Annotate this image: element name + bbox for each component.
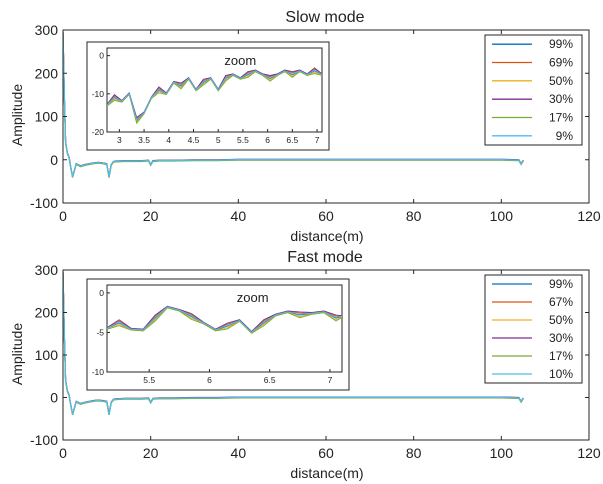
inset-x-tick-label: 4 (166, 135, 171, 145)
inset-series-line (107, 305, 342, 333)
chart-title: Slow mode (285, 9, 364, 26)
legend-label: 50% (549, 313, 573, 327)
inset-x-tick-label: 6.5 (264, 375, 276, 385)
inset-series-line (107, 71, 322, 125)
x-tick-label: 0 (59, 208, 67, 224)
inset-series-line (107, 307, 342, 334)
x-tick-label: 20 (143, 445, 159, 461)
x-tick-label: 60 (318, 208, 334, 224)
x-tick-label: 120 (577, 445, 601, 461)
x-tick-label: 100 (490, 208, 514, 224)
zoom-inset: 3 3.5 4 4.5 5 5.5 6 6.5 7 0 -10 -20 zoom (86, 41, 330, 151)
inset-label: zoom (237, 290, 269, 305)
x-tick-label: 80 (406, 208, 422, 224)
inset-y-tick-label: -5 (96, 327, 104, 337)
inset-label: zoom (224, 53, 256, 68)
series-line-6 (63, 31, 524, 178)
y-tick-label: 200 (35, 305, 59, 321)
inset-x-tick-label: 6 (265, 135, 270, 145)
zoom-inset: 5.5 6 6.5 7 0 -5 -10 zoom (86, 278, 350, 391)
inset-series-line (107, 69, 322, 121)
y-axis-label: Amplitude (9, 84, 25, 146)
legend-label: 30% (549, 331, 573, 345)
x-tick-label: 80 (406, 445, 422, 461)
legend-label: 9% (556, 129, 574, 143)
inset-x-tick-label: 5.5 (143, 375, 155, 385)
x-tick-label: 40 (231, 208, 247, 224)
legend: 99% 69% 50% 30% 17% 9% (484, 34, 583, 146)
inset-x-tick-label: 5.5 (237, 135, 249, 145)
legend-label: 17% (549, 349, 573, 363)
x-axis-label: distance(m) (290, 228, 363, 244)
inset-x-tick-label: 3.5 (138, 135, 150, 145)
legend: 99% 67% 50% 30% 17% 10% (484, 274, 583, 384)
x-tick-label: 100 (490, 445, 514, 461)
y-tick-label: 300 (35, 262, 59, 278)
inset-x-tick-label: 6 (207, 375, 212, 385)
legend-label: 69% (549, 56, 573, 70)
x-tick-label: 0 (59, 445, 67, 461)
legend-label: 99% (549, 37, 573, 51)
y-tick-label: 0 (50, 390, 58, 406)
series-lines (63, 31, 524, 178)
x-tick-label: 120 (577, 208, 601, 224)
inset-y-tick-label: -10 (92, 89, 105, 99)
x-tick-label: 40 (231, 445, 247, 461)
legend-label: 10% (549, 367, 573, 381)
y-tick-label: 100 (35, 109, 59, 125)
inset-y-tick-label: -10 (92, 367, 105, 377)
inset-y-tick-label: 0 (99, 288, 104, 298)
inset-series-lines (107, 305, 342, 334)
inset-series-line (107, 306, 342, 333)
y-tick-label: 300 (35, 22, 59, 38)
inset-series-line (107, 307, 342, 334)
x-tick-label: 60 (318, 445, 334, 461)
legend-label: 17% (549, 111, 573, 125)
legend-box (484, 274, 583, 384)
inset-x-tick-label: 4.5 (188, 135, 200, 145)
fast-mode-chart: Fast mode Amplitude distance(m) 0 20 40 60 8… (9, 249, 601, 481)
inset-x-tick-label: 3 (117, 135, 122, 145)
y-tick-label: 200 (35, 65, 59, 81)
inset-x-tick-label: 6.5 (286, 135, 298, 145)
y-tick-label: 0 (50, 152, 58, 168)
inset-x-tick-label: 5 (216, 135, 221, 145)
slow-mode-chart: Slow mode Amplitude distance(m) 0 20 40 60 8… (9, 9, 601, 244)
inset-y-tick-label: 0 (99, 51, 104, 61)
legend-label: 50% (549, 74, 573, 88)
y-axis-label: Amplitude (9, 323, 25, 385)
legend-label: 99% (549, 277, 573, 291)
legend-label: 30% (549, 92, 573, 106)
series-lines (63, 271, 524, 416)
inset-x-tick-label: 7 (328, 375, 333, 385)
inset-axes (106, 47, 323, 133)
x-tick-label: 20 (143, 208, 159, 224)
inset-x-tick-label: 7 (315, 135, 320, 145)
y-tick-label: -100 (30, 195, 58, 211)
chart-title: Fast mode (287, 249, 363, 266)
legend-label: 67% (549, 295, 573, 309)
y-tick-label: 100 (35, 347, 59, 363)
series-line-6 (63, 271, 524, 415)
legend-box (484, 34, 583, 146)
y-tick-label: -100 (30, 432, 58, 448)
inset-series-lines (107, 67, 322, 125)
inset-y-tick-label: -20 (92, 127, 105, 137)
x-axis-label: distance(m) (290, 465, 363, 481)
